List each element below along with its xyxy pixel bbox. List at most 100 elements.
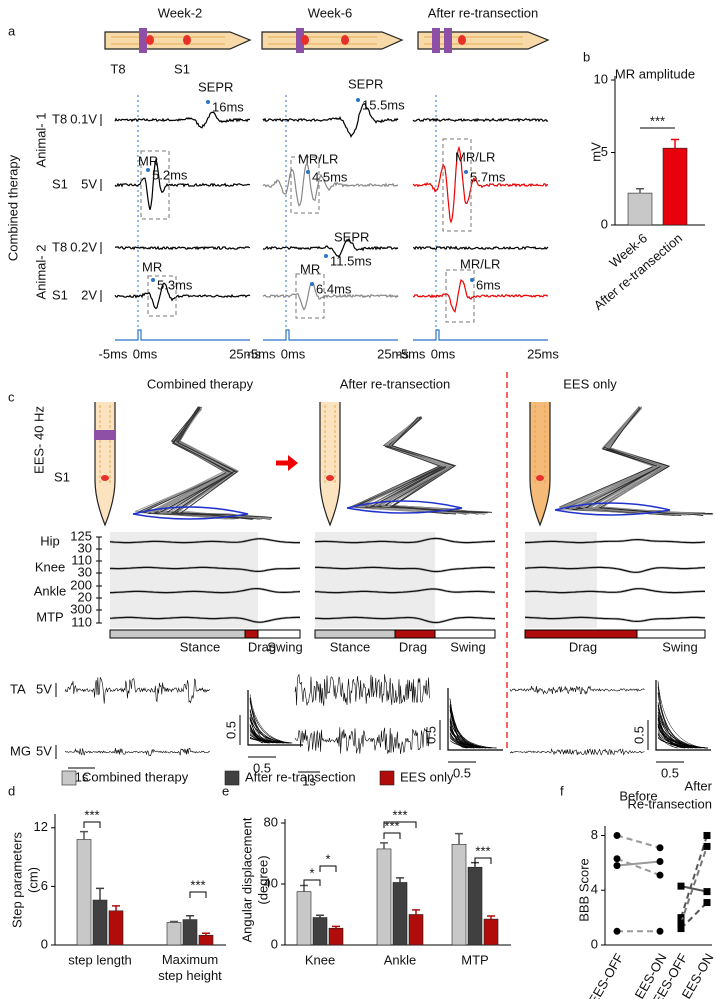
y-tick-label: 5 [601, 144, 608, 159]
phase-label: Swing [450, 639, 485, 654]
plot-scale: 0.5 [223, 721, 238, 739]
y-tick-label: 12 [34, 819, 48, 834]
significance: *** [190, 877, 205, 892]
bbb-point [677, 925, 685, 933]
column-title: EES only [563, 376, 617, 391]
joint-scale: 300 [70, 601, 92, 616]
bbb-line [680, 846, 708, 924]
bbb-line [680, 835, 708, 918]
annotation-name: MR [142, 259, 162, 274]
phase-drag [244, 629, 259, 639]
bbb-point [656, 927, 664, 935]
significance: *** [84, 807, 99, 822]
muscle-scale: 5V [36, 681, 52, 696]
phase-label: Drag [569, 639, 597, 654]
error-bar [396, 877, 404, 883]
legend-label: After re-transection [245, 769, 356, 784]
y-tick-label: 0 [41, 936, 48, 951]
error-bar [671, 138, 679, 149]
column-title: Combined therapy [147, 376, 254, 391]
emg-trace [412, 278, 549, 313]
phase-curve [449, 721, 464, 749]
row-scale: 2V [81, 287, 97, 302]
x-tick-label: Ankle [384, 952, 417, 967]
time-scale: 1s [302, 773, 316, 788]
joint-trace [314, 588, 496, 594]
x-tick-label: step length [68, 952, 132, 967]
lesion [94, 430, 116, 440]
y-tick-label: 0 [601, 216, 608, 231]
stimulation-label: EES- 40 Hz [31, 406, 46, 474]
panel-letter: f [560, 783, 564, 798]
bar [392, 882, 408, 946]
emg-burst [64, 747, 210, 757]
time-tick: 0ms [281, 346, 306, 361]
bbb-point [656, 857, 664, 865]
time-tick: -5ms [99, 346, 128, 361]
plot-axes [247, 690, 303, 746]
error-bar [80, 830, 88, 840]
response-box [147, 275, 177, 317]
phase-curve [249, 714, 274, 744]
latency-dot [146, 168, 150, 172]
bar [483, 918, 499, 946]
cord [529, 402, 551, 527]
annotation-name: SEPR [334, 229, 369, 244]
y-tick-label: 0 [271, 936, 278, 951]
legend-label: EES only [400, 769, 454, 784]
emg-trace [262, 162, 399, 207]
x-tick-label: MTP [461, 952, 488, 967]
annotation-latency: 11.5ms [330, 253, 372, 268]
bar [198, 934, 214, 946]
time-scale: 1s [75, 769, 89, 784]
annotation-latency: 5.2ms [152, 167, 188, 182]
y-tick-label: 6 [41, 878, 48, 893]
time-tick: 25ms [377, 346, 409, 361]
cord-line [324, 405, 336, 485]
cord-line [268, 36, 377, 45]
joint-label: Hip [40, 533, 60, 548]
joint-label: MTP [36, 609, 63, 624]
lesion [444, 28, 452, 53]
bar [662, 147, 688, 226]
plot-scale: 0.5 [661, 765, 679, 780]
phase-curve [657, 680, 709, 749]
foot-trajectory [346, 500, 463, 514]
significance: * [309, 865, 314, 880]
row-site: T8 [52, 111, 67, 126]
cord-line [111, 36, 225, 45]
joint-label: Knee [35, 559, 65, 574]
phase-label: Drag [248, 639, 276, 654]
row-site: S1 [52, 287, 68, 302]
joint-scale: 30 [78, 564, 92, 579]
phase-swing [434, 629, 496, 639]
error-bar [380, 842, 388, 849]
phase-stance [109, 629, 246, 639]
phase-label: Swing [662, 639, 697, 654]
joint-label: Ankle [34, 583, 67, 598]
error-bar [455, 832, 463, 845]
bar [451, 844, 467, 946]
phase-curve [657, 702, 709, 749]
label: S1 [174, 61, 190, 76]
row-scale: 5V [81, 176, 97, 191]
row-scale: 0.1V [70, 111, 97, 126]
error-bar [112, 905, 120, 911]
annotation-latency: 5.3ms [157, 277, 193, 292]
emg-trace [412, 117, 549, 123]
plot-scale: 0.5 [423, 726, 438, 744]
bbb-point [656, 844, 664, 852]
stim-pulse [263, 329, 398, 341]
joint-scale: 110 [71, 552, 92, 567]
cord [104, 31, 252, 50]
stick-figure [390, 416, 493, 513]
phase-curve [249, 694, 293, 744]
legend-label: Combined therapy [82, 769, 189, 784]
emg-burst [64, 676, 211, 704]
legend-swatch [61, 770, 77, 786]
significance: *** [475, 843, 490, 858]
significance: * [325, 851, 330, 866]
bar [408, 914, 424, 946]
muscle-scale: 5V [36, 743, 52, 758]
